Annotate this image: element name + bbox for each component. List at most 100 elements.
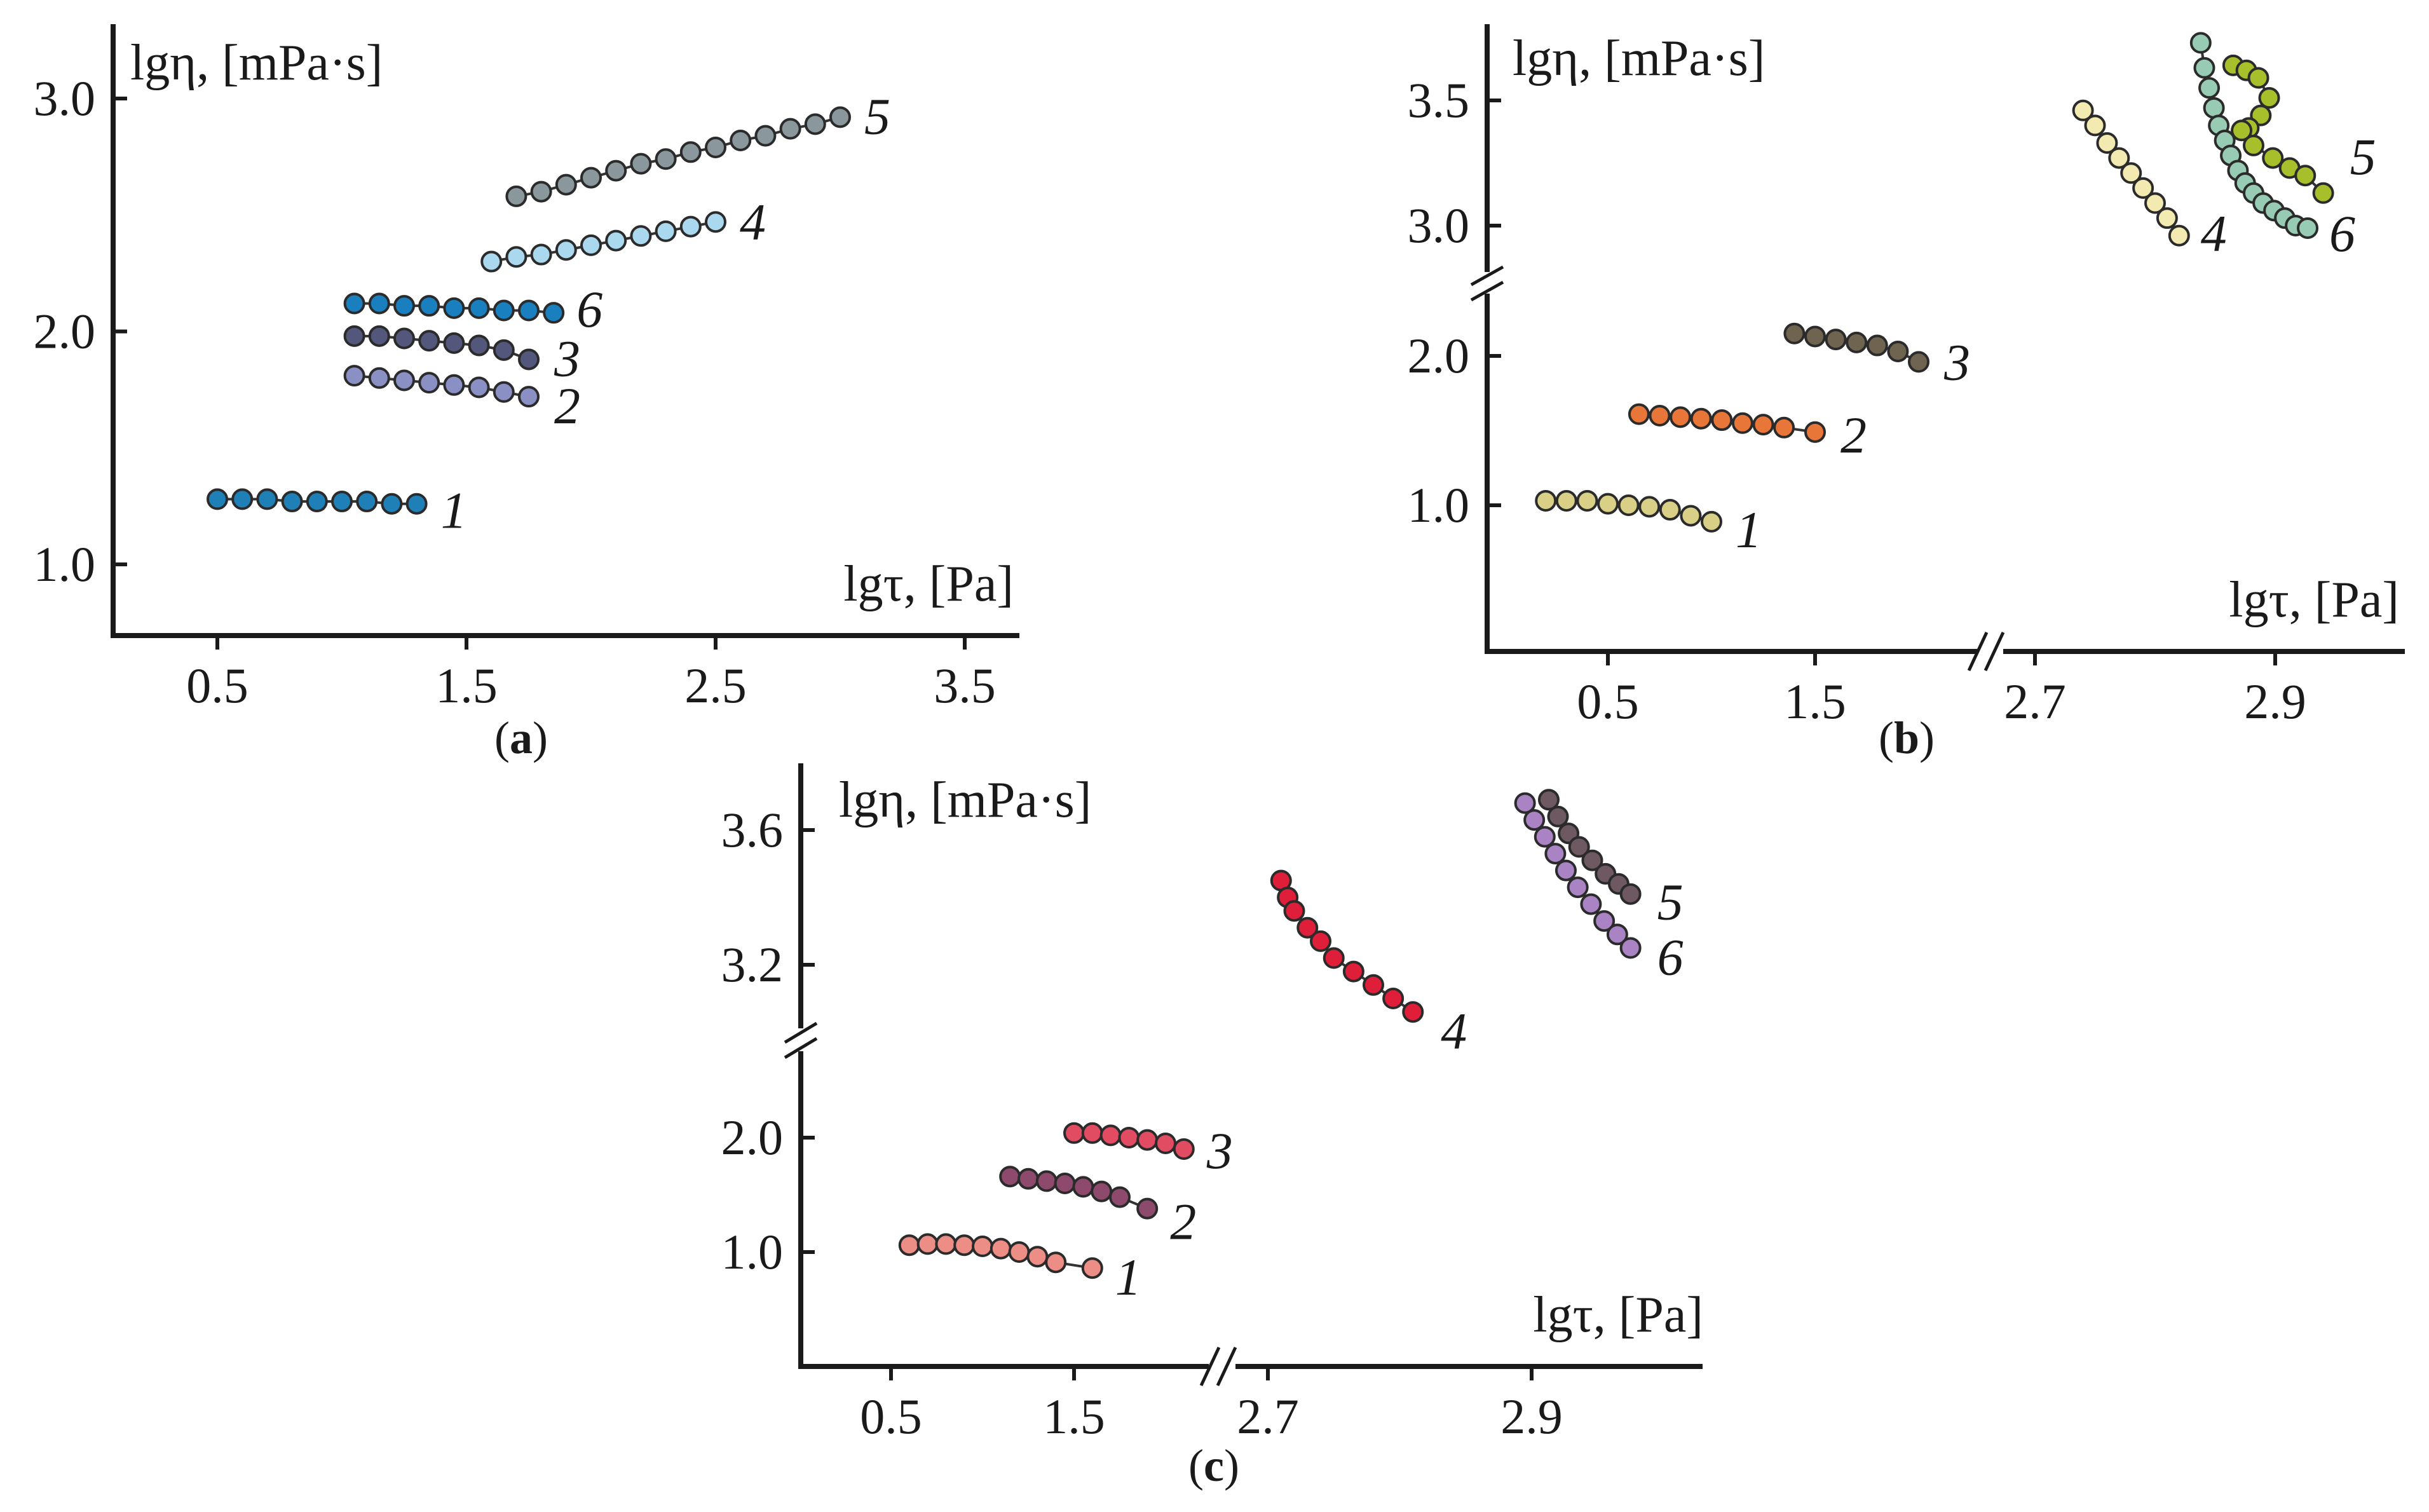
panel-a-x-tick-label-0: 0.5 — [186, 658, 248, 713]
panel-a-series-label-2: 2 — [554, 377, 580, 435]
panel-a-series-3-point-0 — [343, 325, 365, 347]
panel-a-series-label-5: 5 — [864, 87, 890, 145]
panel-b-axes — [1485, 24, 2405, 654]
panel-a-series-4-point-8 — [679, 215, 702, 238]
panel-c-series-label-2: 2 — [1170, 1193, 1196, 1251]
panel-c-series-3-point-0 — [1063, 1122, 1085, 1144]
panel-b-series-4-point-5 — [2132, 177, 2154, 199]
panel-c-y-axis-break — [782, 1021, 820, 1059]
panel-b-series-5: 5 — [2222, 54, 2376, 204]
panel-a: 1 236 4 5 0.5 1.5 2.5 3.5 1.0 2.0 3.0 lgη, [mPa·s… — [34, 24, 1019, 763]
panel-a-series-label-4: 4 — [740, 193, 766, 251]
panel-a-x-tick-label-2: 2.5 — [684, 658, 747, 713]
panel-b-series-3-point-6 — [1908, 351, 1929, 373]
panel-a-series-3-point-7 — [518, 348, 540, 371]
panel-c-series-4-point-8 — [1382, 988, 1405, 1009]
panel-a-series-4-point-3 — [555, 239, 577, 261]
panel-c-series-5: 5 — [1537, 789, 1684, 931]
panel-b-series-label-1: 1 — [1736, 501, 1762, 559]
panel-c-series-5-point-3 — [1568, 836, 1590, 858]
panel-a-series-1-point-1 — [231, 488, 254, 510]
panel-b-series-2: 2 — [1628, 403, 1867, 464]
panel-c-series-2-point-5 — [1091, 1180, 1113, 1202]
panel-a-series-3-point-2 — [393, 327, 415, 350]
panel-a-series-3-point-6 — [493, 339, 515, 361]
panel-c-x-axis-label: lgτ, [Pa] — [1533, 1287, 1703, 1343]
panel-a-series-5-point-2 — [555, 174, 577, 196]
panel-b-series-1-point-1 — [1555, 489, 1577, 512]
panel-b-series-6: 6 — [2189, 32, 2355, 262]
panel-a-series-4-point-5 — [605, 229, 627, 252]
panel-c-y-tick-label-2: 3.2 — [721, 937, 784, 992]
panel-c-series-3-point-5 — [1155, 1133, 1176, 1154]
panel-c-series-1-point-9 — [1081, 1257, 1103, 1279]
panel-c-series-1-point-5 — [990, 1237, 1012, 1260]
panel-c-series-1-point-2 — [935, 1233, 957, 1255]
panel-b-series-4-point-4 — [2120, 162, 2142, 184]
panel-c-series-1: 1 — [898, 1233, 1141, 1306]
panel-b-series-1-point-2 — [1576, 489, 1598, 512]
panel-c-series-6-point-9 — [1619, 937, 1642, 959]
panel-a-caption: (a) — [494, 712, 548, 763]
panel-a-series-1-point-8 — [405, 493, 428, 515]
panel-c-series-5-point-0 — [1537, 789, 1560, 811]
panel-a-series-2-point-2 — [393, 369, 415, 392]
panel-b-series-6-point-14 — [2297, 217, 2319, 239]
panel-c-series-6-point-7 — [1593, 910, 1616, 932]
panel-b-series-2-point-5 — [1731, 412, 1753, 434]
panel-a-series-4-line — [491, 221, 716, 263]
panel-c-series-6-point-2 — [1534, 826, 1556, 848]
panel-b-series-4-point-8 — [2168, 224, 2190, 247]
panel-a-series-6-point-0 — [343, 292, 365, 315]
panel-b-series-4-point-3 — [2108, 147, 2130, 169]
panel-a-series-5-point-9 — [730, 129, 752, 151]
panel-c-series-3-point-1 — [1081, 1122, 1103, 1144]
panel-a-series-1-point-3 — [281, 491, 303, 513]
panel-c: 123 4 65 0.5 1.5 2.7 2.9 1.0 2.0 3.2 3.6 lgη, [mP… — [721, 763, 1703, 1491]
panel-c-series-5-point-1 — [1547, 805, 1569, 828]
panel-b: 1 2 3 4 6 5 0.5 1.5 2.7 2.9 1.0 2.0 3.0 3.5 lgη, [mP… — [1408, 24, 2405, 763]
panel-c-caption: (c) — [1188, 1440, 1239, 1491]
panel-a-series-2-point-1 — [368, 367, 390, 389]
panel-b-y-tick-label-3: 3.5 — [1408, 72, 1470, 128]
panel-b-series-1-point-4 — [1617, 494, 1640, 516]
panel-a-series-5-point-8 — [705, 136, 726, 158]
panel-c-series-label-1: 1 — [1115, 1248, 1141, 1306]
panel-a-series-2-point-0 — [343, 365, 365, 387]
panel-a-series-6-point-3 — [418, 295, 440, 317]
panel-c-series-label-4: 4 — [1441, 1002, 1467, 1060]
panel-a-series-5-point-13 — [829, 106, 851, 128]
panel-a-series: 1 236 4 5 — [207, 87, 890, 540]
panel-a-series-4-point-6 — [630, 225, 652, 247]
panel-c-series-1-point-4 — [972, 1236, 993, 1257]
panel-a-series-1-point-7 — [381, 493, 403, 515]
panel-a-series-1-point-6 — [356, 491, 378, 513]
panel-b-series-2-point-8 — [1804, 421, 1826, 443]
panel-c-series-6-point-3 — [1544, 843, 1567, 865]
panel-b-series-6-point-2 — [2198, 77, 2221, 99]
panel-b-series-3-point-1 — [1804, 325, 1826, 348]
panel-b-series-4-point-6 — [2144, 192, 2166, 214]
panel-c-x-tick-label-1: 1.5 — [1043, 1389, 1105, 1444]
panel-a-series-3-point-4 — [443, 332, 465, 354]
panel-c-x-tick-label-3: 2.9 — [1500, 1389, 1563, 1444]
panel-b-series-2-point-7 — [1773, 416, 1795, 439]
panel-a-series-3-point-3 — [418, 330, 440, 352]
panel-c-series-5-point-7 — [1619, 883, 1642, 905]
panel-c-series-4-point-6 — [1342, 960, 1364, 983]
panel-a-series-1-point-5 — [331, 491, 353, 513]
panel-b-series-1-point-7 — [1680, 505, 1702, 527]
panel-b-series-3-point-0 — [1783, 322, 1806, 344]
panel-c-series-6-point-5 — [1567, 876, 1589, 899]
panel-a-x-tick-label-3: 3.5 — [934, 658, 996, 713]
panel-b-series-1-point-5 — [1638, 496, 1661, 518]
panel-b-series-2-point-6 — [1752, 414, 1774, 436]
panel-c-series-1-point-0 — [898, 1234, 920, 1257]
panel-b-series-label-4: 4 — [2201, 205, 2227, 262]
panel-a-y-axis-label: lgη, [mPa·s] — [130, 35, 383, 91]
panel-a-series-6-point-6 — [493, 299, 515, 322]
panel-c-series-1-point-6 — [1008, 1241, 1030, 1263]
panel-c-y-tick-label-3: 3.6 — [721, 802, 784, 857]
panel-a-series-3-point-5 — [468, 334, 490, 357]
